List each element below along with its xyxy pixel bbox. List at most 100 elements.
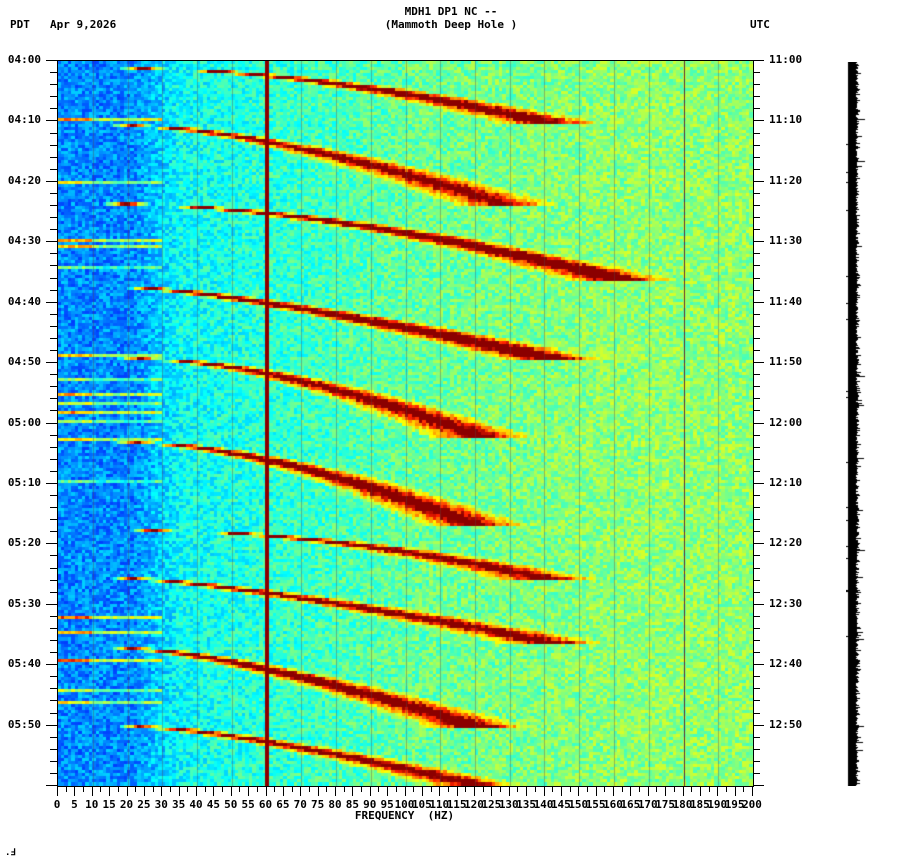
axis-tick-major	[46, 422, 57, 424]
axis-tick-minor	[50, 229, 57, 231]
axis-tick-minor	[753, 700, 760, 702]
freq-axis-tick-label: 120	[464, 798, 484, 811]
freq-tick-minor	[500, 786, 502, 792]
axis-tick-major	[753, 543, 764, 545]
freq-tick-minor	[569, 786, 571, 792]
axis-tick-minor	[753, 519, 760, 521]
axis-tick-minor	[753, 156, 760, 158]
axis-tick-major	[753, 180, 764, 182]
freq-axis-tick-label: 45	[206, 798, 220, 811]
axis-tick-minor	[753, 627, 760, 629]
spectrogram-canvas[interactable]	[58, 61, 753, 786]
axis-tick-major	[46, 603, 57, 605]
axis-tick-minor	[50, 519, 57, 521]
axis-tick-minor	[753, 458, 760, 460]
axis-tick-minor	[753, 567, 760, 569]
axis-tick-major	[753, 482, 764, 484]
helicorder-canvas	[846, 62, 866, 786]
freq-tick-major	[647, 786, 649, 796]
freq-tick-minor	[743, 786, 745, 792]
freq-tick-major	[717, 786, 719, 796]
local-time-label: 04:10	[7, 113, 41, 127]
freq-tick-minor	[152, 786, 154, 792]
axis-tick-major	[753, 241, 764, 243]
axis-tick-minor	[753, 507, 760, 509]
freq-tick-major	[335, 786, 336, 796]
axis-tick-minor	[50, 132, 57, 134]
freq-tick-major	[248, 786, 250, 796]
freq-axis-tick-label: 85	[345, 798, 359, 811]
axis-tick-major	[753, 664, 764, 666]
axis-tick-minor	[753, 265, 760, 267]
freq-tick-major	[456, 786, 458, 796]
axis-tick-minor	[753, 640, 760, 641]
freq-tick-major	[699, 786, 701, 796]
utc-time-label: 11:10	[769, 113, 803, 127]
helicorder-trace-strip	[846, 62, 866, 786]
header-date: Apr 9,2026	[50, 18, 117, 31]
freq-tick-major	[630, 786, 632, 796]
freq-tick-major	[665, 786, 667, 796]
utc-time-label: 11:30	[769, 234, 803, 248]
axis-tick-minor	[50, 579, 57, 581]
axis-tick-minor	[50, 144, 57, 146]
axis-tick-major	[46, 120, 57, 122]
freq-tick-minor	[291, 786, 293, 792]
axis-tick-minor	[753, 398, 760, 400]
axis-tick-minor	[50, 350, 57, 351]
local-time-label: 04:40	[7, 294, 41, 308]
freq-tick-minor	[639, 786, 641, 792]
axis-tick-minor	[753, 676, 760, 678]
freq-tick-minor	[274, 786, 276, 792]
freq-axis-tick-label: 180	[672, 798, 693, 811]
freq-tick-major	[352, 786, 354, 796]
freq-axis-tick-label: 175	[655, 798, 676, 811]
axis-tick-minor	[753, 350, 760, 351]
freq-axis-tick-label: 0	[53, 798, 61, 811]
local-time-label: 05:30	[7, 596, 41, 610]
axis-tick-minor	[50, 676, 57, 678]
axis-tick-major	[46, 180, 57, 182]
freq-axis-tick-label: 95	[380, 798, 394, 811]
freq-tick-minor	[204, 786, 206, 792]
freq-tick-major	[387, 786, 389, 796]
axis-tick-major	[46, 785, 57, 786]
freq-axis-tick-label: 170	[637, 798, 658, 811]
axis-tick-minor	[753, 374, 760, 376]
freq-tick-major	[230, 786, 232, 796]
page-subtitle: (Mammoth Deep Hole )	[384, 18, 518, 31]
axis-tick-minor	[50, 72, 57, 74]
local-time-label: 04:30	[7, 234, 41, 248]
axis-tick-minor	[50, 627, 57, 629]
freq-axis-tick-label: 40	[189, 798, 203, 811]
local-time-label: 04:50	[7, 355, 41, 369]
axis-tick-minor	[50, 555, 57, 557]
spectrogram-plot[interactable]	[57, 60, 754, 787]
freq-tick-minor	[308, 786, 310, 792]
axis-tick-minor	[50, 772, 57, 774]
freq-axis-tick-label: 135	[516, 798, 537, 811]
freq-tick-minor	[256, 786, 258, 792]
axis-tick-major	[46, 362, 57, 364]
freq-axis-tick-label: 190	[707, 798, 728, 811]
time-axis-utc: 11:00 11:10 11:20 11:30 11:40 11:50 12:00 12:10…	[753, 53, 902, 795]
freq-axis-tick-label: 185	[689, 798, 710, 811]
freq-tick-minor	[83, 786, 85, 792]
freq-tick-minor	[413, 786, 415, 792]
freq-tick-minor	[534, 786, 536, 792]
corner-artifact-mark: .Ⅎ	[5, 848, 16, 858]
freq-tick-major	[508, 786, 510, 796]
axis-tick-minor	[753, 446, 760, 448]
freq-tick-minor	[378, 786, 380, 792]
freq-axis-tick-label: 15	[102, 798, 116, 811]
freq-tick-major	[404, 786, 406, 796]
freq-tick-minor	[447, 786, 449, 792]
axis-tick-minor	[50, 168, 57, 170]
axis-tick-major	[753, 724, 764, 726]
axis-tick-major	[46, 543, 57, 545]
freq-tick-minor	[482, 786, 484, 792]
axis-tick-minor	[50, 446, 57, 448]
freq-tick-minor	[586, 786, 588, 792]
axis-tick-minor	[50, 313, 57, 315]
freq-tick-major	[91, 786, 93, 796]
